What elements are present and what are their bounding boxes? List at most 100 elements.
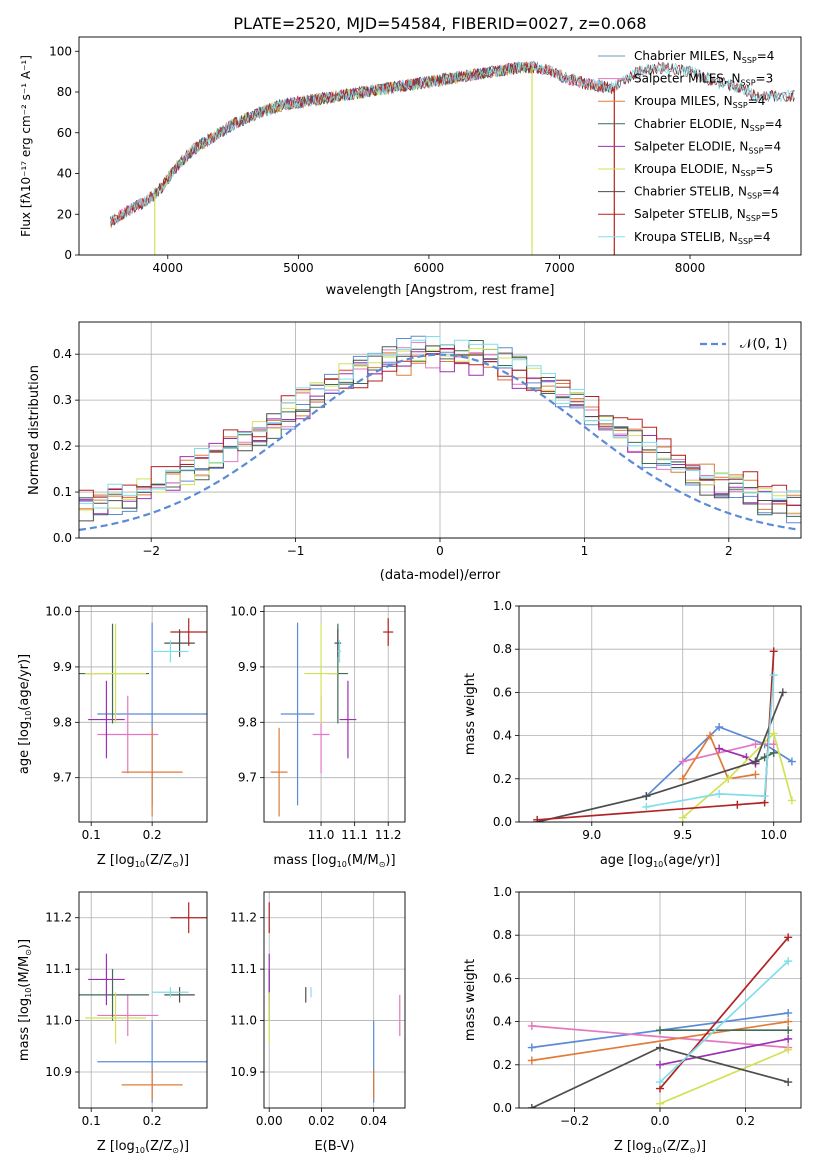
charts: 4000 5000 6000 7000 8000020406080100waveleng… xyxy=(17,36,802,1155)
axes-frame xyxy=(518,891,802,1109)
series-marker xyxy=(784,957,793,966)
y-tick-label: 0.4 xyxy=(493,729,512,743)
y-tick-label: 1.0 xyxy=(493,885,512,899)
y-tick-label: 10.0 xyxy=(45,605,72,619)
series-marker xyxy=(642,792,651,801)
legend-label: Kroupa ELODIE, NSSP=5 xyxy=(634,162,773,178)
axes-frame xyxy=(78,891,208,1109)
x-tick-label: 0.2 xyxy=(143,828,162,842)
y-tick-label: 0.6 xyxy=(493,971,512,985)
series-line xyxy=(659,936,789,1090)
panel-z_weight: −0.2 0.0 0.2 0.0 0.2 0.4 0.6 0.8 1.0 mass weight Z… xyxy=(463,885,802,1155)
series-line xyxy=(646,675,775,808)
y-tick-label: 0.1 xyxy=(53,485,72,499)
y-tick-label: 80 xyxy=(57,85,72,99)
plot-area xyxy=(270,618,394,817)
legend-label: Chabrier ELODIE, NSSP=4 xyxy=(634,117,782,133)
y-axis-label: mass weight xyxy=(463,959,478,1041)
x-axis-label: E(B-V) xyxy=(314,1139,354,1154)
series-marker xyxy=(784,1008,793,1017)
legend-label: Salpeter MILES, NSSP=3 xyxy=(634,72,773,88)
y-tick-label: 0.8 xyxy=(493,928,512,942)
x-tick-label: 0.0 xyxy=(650,1114,669,1128)
y-tick-label: 10.9 xyxy=(230,1065,257,1079)
x-tick-label: 0.00 xyxy=(256,1114,283,1128)
series-marker xyxy=(715,744,724,753)
series-marker xyxy=(642,802,651,811)
x-tick-label: 0.2 xyxy=(736,1114,755,1128)
y-tick-label: 0.0 xyxy=(493,1101,512,1115)
series-marker xyxy=(724,774,733,783)
series-marker xyxy=(769,729,778,738)
y-tick-label: 100 xyxy=(49,44,72,58)
plot-area xyxy=(109,61,795,255)
x-tick-label: 11.0 xyxy=(308,828,335,842)
y-axis-label: age [log10(age/yr)] xyxy=(17,654,33,774)
y-tick-label: 11.0 xyxy=(230,1014,257,1028)
x-tick-label: 7000 xyxy=(544,261,575,275)
series-marker xyxy=(778,688,787,697)
panel-z_age: 0.1 0.2 9.7 9.8 9.9 10.0 Z [log10(Z/Z⊙)] age [l… xyxy=(17,605,208,869)
series-marker xyxy=(527,1043,536,1052)
y-tick-label: 0.2 xyxy=(493,772,512,786)
x-tick-label: 2 xyxy=(725,544,733,558)
y-tick-label: 11.2 xyxy=(45,911,72,925)
histogram-series xyxy=(79,336,801,509)
y-tick-label: 9.8 xyxy=(53,715,72,729)
series-marker xyxy=(787,757,796,766)
legend-label: Salpeter ELODIE, NSSP=4 xyxy=(634,139,781,155)
series-marker xyxy=(784,1045,793,1054)
axes-frame xyxy=(78,36,802,256)
series-marker xyxy=(533,815,542,822)
histogram-series xyxy=(79,351,801,515)
plot-area xyxy=(79,618,207,817)
y-axis-label: Normed distribution xyxy=(27,365,42,495)
y-tick-label: 0.4 xyxy=(493,1015,512,1029)
x-tick-label: −1 xyxy=(287,544,305,558)
y-tick-label: 0.0 xyxy=(493,815,512,829)
y-axis-label: mass [log10(M/M⊙)] xyxy=(17,939,33,1061)
x-axis-label: age [log10(age/yr)] xyxy=(600,853,720,869)
series-marker xyxy=(656,1060,664,1069)
plot-area xyxy=(268,902,401,1103)
legend-label: 𝒩(0, 1) xyxy=(740,337,787,352)
x-tick-label: 6000 xyxy=(414,261,445,275)
y-tick-label: 0.4 xyxy=(53,347,72,361)
series-marker xyxy=(527,1056,536,1065)
series-marker xyxy=(656,1043,664,1052)
y-tick-label: 40 xyxy=(57,167,72,181)
y-tick-label: 10.9 xyxy=(45,1065,72,1079)
x-tick-label: 4000 xyxy=(153,261,184,275)
x-tick-label: 9.0 xyxy=(582,828,601,842)
figure-title: PLATE=2520, MJD=54584, FIBERID=0027, z=0… xyxy=(233,14,646,33)
axes-frame xyxy=(263,891,406,1109)
x-axis-label: (data-model)/error xyxy=(380,568,501,583)
y-tick-label: 11.2 xyxy=(230,911,257,925)
axes-frame xyxy=(518,605,802,823)
panel-residuals: −2 −1 0 1 2 0.0 0.1 0.2 0.3 0.4 𝒩(0, 1) (data-model… xyxy=(27,321,802,583)
series-marker xyxy=(715,789,724,798)
legend-label: Chabrier MILES, NSSP=4 xyxy=(634,49,774,65)
series-marker xyxy=(678,757,687,766)
x-tick-label: 0.1 xyxy=(82,1114,101,1128)
series-line xyxy=(659,960,789,1083)
series-marker xyxy=(751,757,760,766)
x-axis-label: Z [log10(Z/Z⊙)] xyxy=(97,853,189,869)
panel-ebv_mass: 0.00 0.02 0.04 10.9 11.0 11.1 11.2 E(B-V) xyxy=(230,891,406,1154)
x-tick-label: 10.0 xyxy=(760,828,787,842)
series-marker xyxy=(784,1078,793,1087)
series-marker xyxy=(769,748,778,757)
series-marker xyxy=(527,1021,536,1030)
y-tick-label: 0.2 xyxy=(493,1058,512,1072)
series-line xyxy=(659,1048,789,1105)
legend-label: Kroupa STELIB, NSSP=4 xyxy=(634,230,771,246)
y-tick-label: 0.6 xyxy=(493,685,512,699)
series-marker xyxy=(656,1026,664,1035)
x-tick-label: 0 xyxy=(436,544,444,558)
series-marker xyxy=(706,731,715,740)
series-line xyxy=(682,731,793,819)
y-tick-label: 9.8 xyxy=(238,715,257,729)
axes-frame xyxy=(78,321,802,539)
